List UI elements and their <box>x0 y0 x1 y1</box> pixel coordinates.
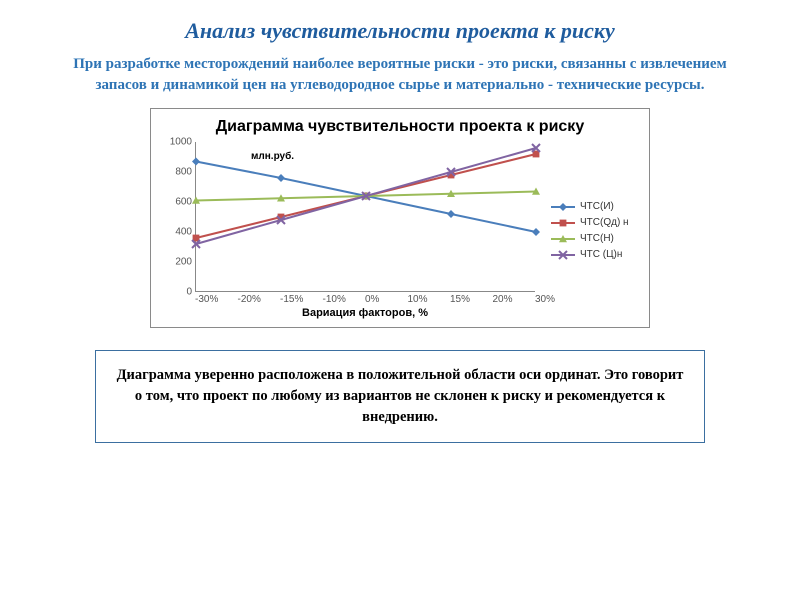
chart-y-tick: 800 <box>162 167 192 178</box>
chart-marker <box>192 158 200 166</box>
legend-swatch <box>551 201 575 213</box>
legend-item: ЧТС (Ц)н <box>551 249 641 261</box>
legend-item: ЧТС(И) <box>551 201 641 213</box>
chart-y-tick: 600 <box>162 197 192 208</box>
chart-y-tick: 0 <box>162 287 192 298</box>
legend-swatch <box>551 233 575 245</box>
legend-item: ЧТС(Qд) н <box>551 217 641 229</box>
page-title: Анализ чувствительности проекта к риску <box>0 0 800 54</box>
chart-marker <box>277 174 285 182</box>
page-subtitle: При разработке месторождений наиболее ве… <box>0 54 800 108</box>
chart-y-tick: 1000 <box>162 137 192 148</box>
legend-label: ЧТС(Н) <box>580 233 614 244</box>
conclusion-text: Диаграмма уверенно расположена в положит… <box>95 350 705 443</box>
chart-y-tick: 400 <box>162 227 192 238</box>
chart-plot-area: млн.руб. 02004006008001000 <box>195 142 535 292</box>
legend-swatch <box>551 249 575 261</box>
chart-x-ticks: -30%-20%-15%-10%0%10%15%20%30% <box>195 292 535 305</box>
legend-swatch <box>551 217 575 229</box>
chart-x-label: Вариация факторов, % <box>195 305 535 319</box>
chart-y-tick: 200 <box>162 257 192 268</box>
chart-title: Диаграмма чувствительности проекта к рис… <box>159 115 641 142</box>
legend-label: ЧТС(И) <box>580 201 614 212</box>
legend-item: ЧТС(Н) <box>551 233 641 245</box>
chart-marker <box>447 210 455 218</box>
sensitivity-chart: Диаграмма чувствительности проекта к рис… <box>150 108 650 328</box>
legend-label: ЧТС(Qд) н <box>580 217 629 228</box>
legend-label: ЧТС (Ц)н <box>580 249 622 260</box>
chart-legend: ЧТС(И) ЧТС(Qд) н ЧТС(Н) ЧТС (Ц)н <box>541 197 641 265</box>
chart-marker <box>532 228 540 236</box>
